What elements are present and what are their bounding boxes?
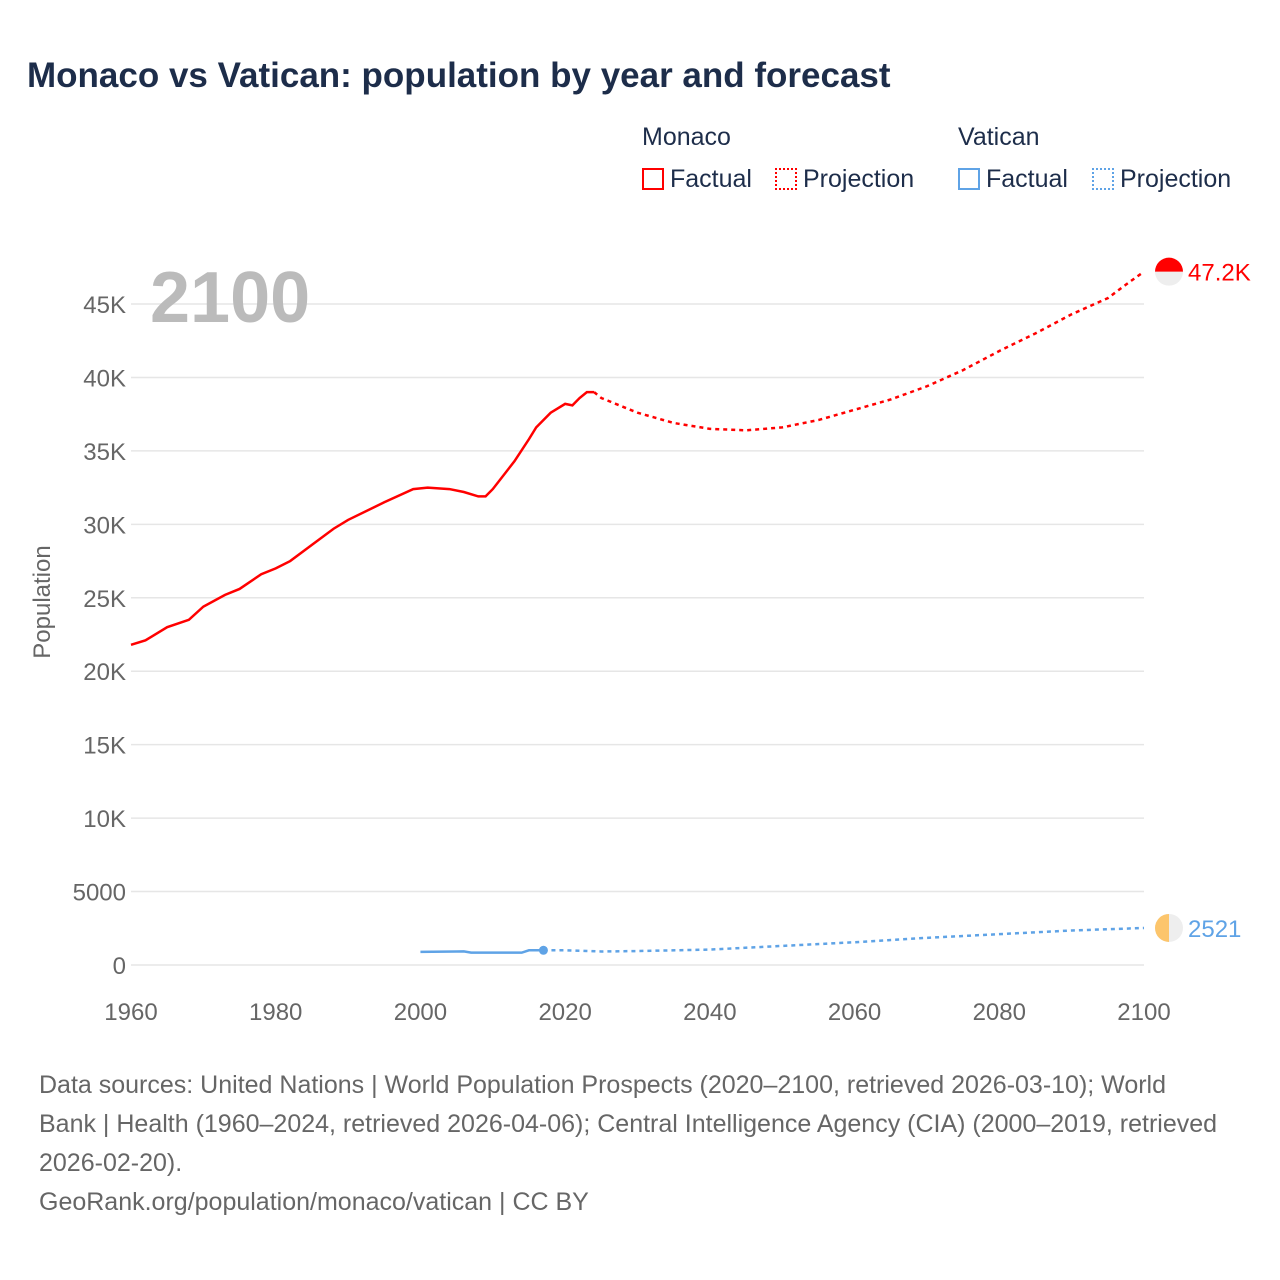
y-tick-label: 45K (83, 292, 126, 319)
legend-monaco-factual[interactable]: Factual (642, 165, 752, 194)
legend-monaco-projection[interactable]: Projection (775, 165, 914, 194)
y-tick-label: 5000 (73, 880, 126, 907)
data-sources: Data sources: United Nations | World Pop… (39, 1071, 1218, 1177)
x-tick-label: 1980 (249, 999, 302, 1026)
legend-monaco-title: Monaco (642, 123, 731, 151)
legend-vatican-factual[interactable]: Factual (958, 165, 1068, 194)
legend-swatch (1092, 168, 1114, 190)
x-tick-label: 2080 (973, 999, 1026, 1026)
vatican-factual-line (420, 949, 544, 954)
credit-link[interactable]: GeoRank.org/population/monaco/vatican | … (39, 1188, 589, 1216)
x-tick-label: 2000 (394, 999, 447, 1026)
legend-vatican-title: Vatican (958, 123, 1040, 151)
monaco-end-label: 47.2K (1188, 260, 1251, 287)
legend-swatch (958, 168, 980, 190)
x-tick-label: 1960 (104, 999, 157, 1026)
legend-vatican-projection[interactable]: Projection (1092, 165, 1231, 194)
y-tick-label: 10K (83, 806, 126, 833)
legend-label: Projection (803, 165, 915, 193)
vatican-last-factual-dot (538, 945, 548, 955)
x-tick-label: 2060 (828, 999, 881, 1026)
y-tick-label: 25K (83, 586, 126, 613)
y-tick-label: 0 (113, 953, 126, 980)
y-tick-label: 40K (83, 365, 126, 392)
vatican-end-label: 2521 (1188, 916, 1241, 943)
monaco-factual-line (130, 390, 595, 646)
chart-title: Monaco vs Vatican: population by year an… (27, 56, 891, 95)
y-tick-label: 35K (83, 439, 126, 466)
y-axis-label: Population (29, 545, 56, 658)
legend-label: Factual (670, 165, 752, 193)
x-tick-label: 2100 (1117, 999, 1170, 1026)
y-tick-label: 15K (83, 733, 126, 760)
y-tick-label: 20K (83, 659, 126, 686)
source-note: Data sources: United Nations | World Pop… (39, 1066, 1229, 1222)
legend-label: Projection (1120, 165, 1232, 193)
x-tick-label: 2040 (683, 999, 736, 1026)
vatican-projection-line (543, 926, 1145, 953)
monaco-flag-red (1155, 257, 1183, 272)
vatican-flag-yellow (1155, 913, 1169, 942)
legend-swatch (775, 168, 797, 190)
legend-label: Factual (986, 165, 1068, 193)
legend-swatch (642, 168, 664, 190)
plot-area: 0 5000 10K 15K 20K 25K 30K 35K 40K 45K 1960 1980 200… (29, 257, 1251, 1026)
year-label: 2100 (150, 258, 310, 338)
monaco-projection-line (593, 270, 1145, 432)
y-tick-label: 30K (83, 512, 126, 539)
x-tick-label: 2020 (538, 999, 591, 1026)
